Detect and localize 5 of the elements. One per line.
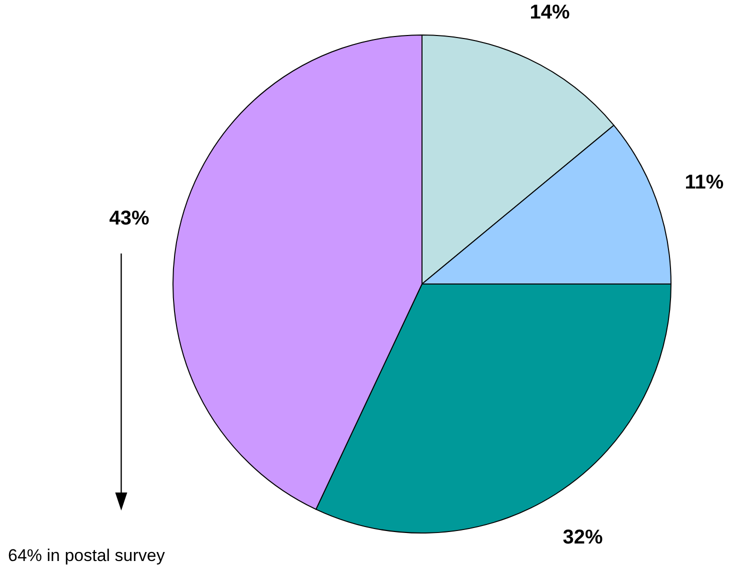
data-label: 11% [684,171,724,194]
data-label: 14% [530,2,570,24]
text: 64% in postal survey [8,546,166,565]
data-label: 32% [562,526,603,548]
data-label: 43% [109,208,150,230]
